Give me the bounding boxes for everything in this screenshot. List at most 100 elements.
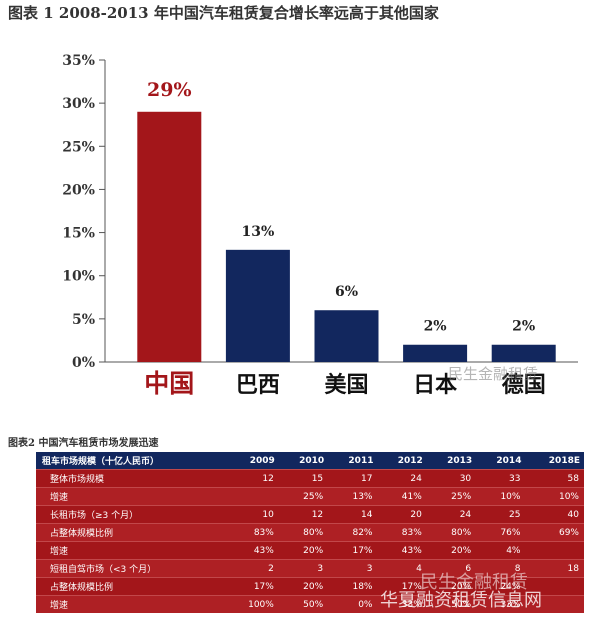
table-cell: 24: [426, 505, 477, 524]
table-cell: 17%: [225, 577, 279, 596]
table-row-label: 整体市场规模: [36, 469, 226, 488]
y-tick-label: 35%: [62, 53, 95, 69]
table-row-label: 增速: [36, 595, 226, 613]
table-row-label: 占整体规模比例: [36, 523, 226, 542]
table-cell: [525, 595, 584, 613]
x-tick-label: 巴西: [236, 373, 280, 398]
table-cell: 2: [225, 559, 279, 578]
table-cell: 17: [328, 469, 378, 488]
table-row: 增速 100% 50% 0% 33% 50% 33%: [36, 595, 584, 613]
table-cell: 69%: [525, 523, 584, 542]
bar-5: [491, 344, 556, 362]
table-header-label: 租车市场规模（十亿人民币）: [36, 452, 226, 470]
table-cell: 24: [377, 469, 427, 488]
table-cell: 25: [476, 505, 526, 524]
bar-data-label: 29%: [147, 79, 192, 101]
table-cell: 20%: [426, 577, 477, 596]
table-cell: 25%: [426, 487, 477, 506]
table-row-label: 增速: [36, 487, 226, 506]
table-row-label: 长租市场（≥3 个月）: [36, 505, 226, 524]
table-cell: 80%: [278, 523, 329, 542]
bar-data-label: 2%: [424, 319, 447, 335]
table-cell: 17%: [328, 541, 378, 560]
table-cell: 20%: [426, 541, 477, 560]
table-header-year: 2009: [225, 452, 279, 470]
table-cell: 40: [525, 505, 584, 524]
table-header-year: 2010: [278, 452, 329, 470]
table-cell: [525, 577, 584, 596]
table-cell: 3: [278, 559, 329, 578]
y-tick-label: 5%: [72, 312, 95, 328]
bar-3: [314, 310, 379, 362]
table-cell: 50%: [278, 595, 329, 613]
bar-1: [137, 111, 202, 363]
table-cell: 33%: [476, 595, 526, 613]
table-row: 增速 43% 20% 17% 43% 20% 4%: [36, 541, 584, 560]
bar-2: [225, 249, 290, 362]
table-cell: 20: [377, 505, 427, 524]
table-header-year: 2011: [328, 452, 378, 470]
table-cell: 10%: [476, 487, 526, 506]
table-cell: 13%: [328, 487, 378, 506]
table-cell: 76%: [476, 523, 526, 542]
table-header-year: 2013: [426, 452, 477, 470]
table-row-label: 短租自驾市场（<3 个月）: [36, 559, 226, 578]
table-header-year: 2014: [476, 452, 526, 470]
figure2-title: 图表2 中国汽车租赁市场发展迅速: [8, 438, 159, 449]
table-cell: 3: [328, 559, 378, 578]
table-cell: 14: [328, 505, 378, 524]
y-tick-label: 0%: [72, 355, 95, 371]
table-row-label: 占整体规模比例: [36, 577, 226, 596]
table-cell: 17%: [377, 577, 427, 596]
table-cell: 18: [525, 559, 584, 578]
bar-4: [403, 344, 468, 362]
table-cell: 12: [225, 469, 279, 488]
table-cell: 4: [377, 559, 427, 578]
table-cell: 0%: [328, 595, 378, 613]
table-row: 长租市场（≥3 个月） 10 12 14 20 24 25 40: [36, 505, 584, 524]
table-header-row: 租车市场规模（十亿人民币） 2009 2010 2011 2012 2013 2014 201…: [36, 452, 584, 470]
table-row: 增速 25% 13% 41% 25% 10% 10%: [36, 487, 584, 506]
y-tick-label: 20%: [62, 182, 95, 198]
table-cell: 33: [476, 469, 526, 488]
table-cell: 100%: [225, 595, 279, 613]
table-row-label: 增速: [36, 541, 226, 560]
table-cell: 83%: [377, 523, 427, 542]
bar-chart: 0% 5% 10% 15% 20% 25% 30% 35% 29% 中国 13% 巴西 6% 美国 2% 日本…: [62, 53, 578, 398]
market-table: 租车市场规模（十亿人民币） 2009 2010 2011 2012 2013 2014 201…: [36, 452, 584, 613]
table-cell: 20%: [278, 541, 329, 560]
table-cell: 20%: [278, 577, 329, 596]
table-header-year: 2018E: [525, 452, 584, 470]
table-cell: 33%: [377, 595, 427, 613]
table-cell: 58: [525, 469, 584, 488]
table-row: 占整体规模比例 17% 20% 18% 17% 20% 24%: [36, 577, 584, 596]
table-cell: 15: [278, 469, 329, 488]
table-header-year: 2012: [377, 452, 427, 470]
table-cell: 10: [225, 505, 279, 524]
table-row: 短租自驾市场（<3 个月） 2 3 3 4 6 8 18: [36, 559, 584, 578]
table-cell: 82%: [328, 523, 378, 542]
table-cell: 30: [426, 469, 477, 488]
x-tick-label: 德国: [502, 372, 546, 398]
table-cell: [225, 487, 279, 506]
table-cell: 6: [426, 559, 477, 578]
y-tick-label: 30%: [62, 96, 95, 112]
table-cell: 24%: [476, 577, 526, 596]
table-body: 整体市场规模 12 15 17 24 30 33 58 增速 25% 13% 41% 25% 10% 10%…: [36, 469, 584, 613]
table-cell: 41%: [377, 487, 427, 506]
bar-data-label: 13%: [242, 224, 275, 240]
table-cell: 43%: [225, 541, 279, 560]
table-cell: 18%: [328, 577, 378, 596]
table-cell: 43%: [377, 541, 427, 560]
table-cell: 80%: [426, 523, 477, 542]
table-cell: 8: [476, 559, 526, 578]
table-cell: 12: [278, 505, 329, 524]
table-row: 整体市场规模 12 15 17 24 30 33 58: [36, 469, 584, 488]
table-row: 占整体规模比例 83% 80% 82% 83% 80% 76% 69%: [36, 523, 584, 542]
bar-data-label: 6%: [335, 284, 358, 300]
y-tick-label: 10%: [62, 269, 95, 285]
table-cell: 25%: [278, 487, 329, 506]
x-tick-label: 日本: [413, 373, 457, 398]
table-cell: 10%: [525, 487, 584, 506]
bar-data-label: 2%: [512, 319, 535, 335]
